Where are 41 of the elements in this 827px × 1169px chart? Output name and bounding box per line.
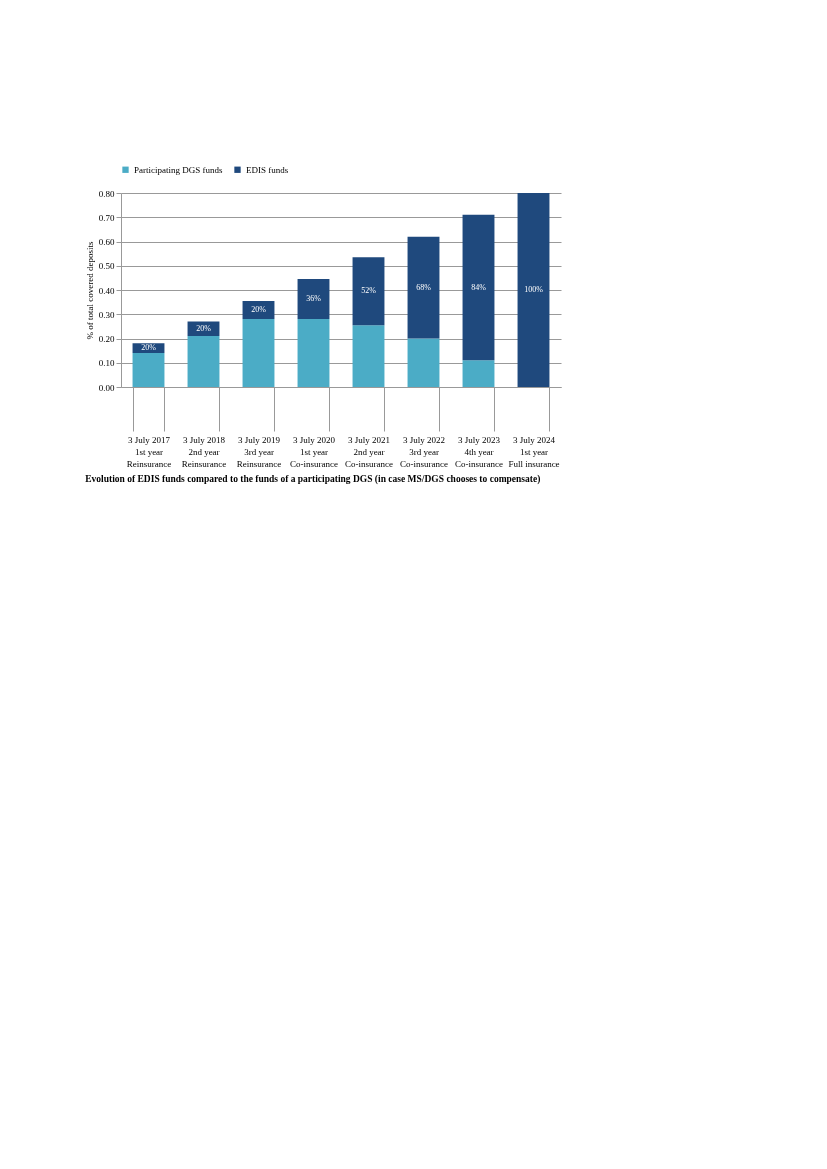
annotation: 84% [471,282,487,292]
annotation: 20% [141,343,157,353]
x-tick-label: 3 July 2019 3rd year Reinsurance [236,434,282,469]
y-tick-label: 0.60 [98,237,115,247]
x-tick-label: 3 July 2017 1st year Reinsurance [126,434,172,469]
x-tick-label: 3 July 2020 1st year Co-insurance [290,434,338,469]
y-axis-title: % of total covered deposits [84,241,95,340]
annotation: 20% [196,323,212,333]
annotation: 100% [524,285,544,294]
bar [407,338,440,387]
y-tick-label: 0.70 [98,212,115,223]
x-tick-label: 3 July 2024 1st year Full insurance [508,434,560,469]
bar [407,236,440,339]
y-tick-label: 0.00 [98,382,115,393]
bar [297,319,330,387]
bar [462,360,495,387]
bar [352,257,385,326]
bar [352,325,385,387]
bar [517,193,550,387]
y-tick-label: 0.40 [98,285,115,296]
annotation: 20% [251,305,267,315]
annotation: 36% [306,294,322,304]
bar [187,336,220,387]
y-tick-label: 0.10 [98,358,115,369]
y-tick-label: 0.30 [98,309,115,320]
text: Evolution of EDIS funds compared to the funds of a participating DGS (in case MS/DGS chooses to compensate) [85,474,541,485]
x-tick-label: 3 July 2021 2nd year Co-insurance [345,434,393,469]
x-tick-label: 3 July 2023 4th year Co-insurance [455,434,503,469]
bar [132,353,165,387]
legend-label: EDIS funds [246,164,289,175]
annotation: 52% [361,286,377,296]
y-tick-label: 0.50 [98,261,115,272]
annotation: 68% [416,282,432,292]
y-tick-label: 0.80 [98,188,115,199]
bar [462,214,495,361]
bar [297,279,330,320]
x-tick-label: 3 July 2018 2nd year Reinsurance [181,434,227,469]
legend-label: Participating DGS funds [134,164,223,175]
x-tick-label: 3 July 2022 3rd year Co-insurance [400,434,448,469]
bar [242,319,275,387]
y-tick-label: 0.20 [98,334,115,344]
